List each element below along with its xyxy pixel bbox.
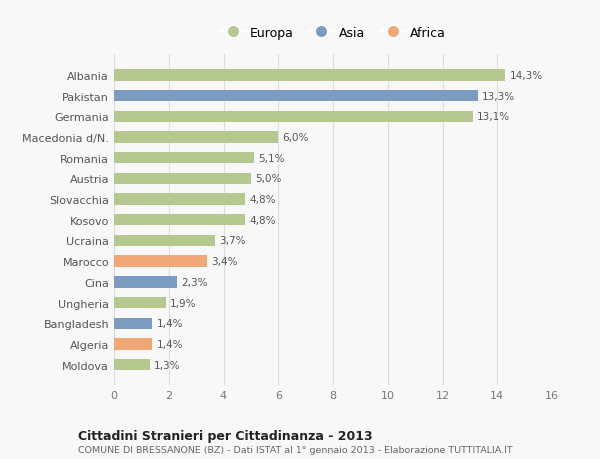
Text: 13,3%: 13,3%	[482, 91, 515, 101]
Text: 1,3%: 1,3%	[154, 360, 180, 370]
Bar	[114, 256, 207, 267]
Text: 1,9%: 1,9%	[170, 298, 197, 308]
Bar	[114, 132, 278, 143]
Text: 4,8%: 4,8%	[250, 215, 276, 225]
Text: 1,4%: 1,4%	[157, 319, 183, 329]
Bar	[114, 112, 473, 123]
Text: 3,4%: 3,4%	[211, 257, 238, 267]
Bar	[114, 91, 478, 102]
Bar	[114, 297, 166, 308]
Text: 6,0%: 6,0%	[283, 133, 309, 143]
Legend: Europa, Asia, Africa: Europa, Asia, Africa	[215, 22, 451, 45]
Bar	[114, 194, 245, 205]
Text: 2,3%: 2,3%	[181, 277, 208, 287]
Text: 1,4%: 1,4%	[157, 339, 183, 349]
Text: COMUNE DI BRESSANONE (BZ) - Dati ISTAT al 1° gennaio 2013 - Elaborazione TUTTITA: COMUNE DI BRESSANONE (BZ) - Dati ISTAT a…	[78, 445, 512, 454]
Text: Cittadini Stranieri per Cittadinanza - 2013: Cittadini Stranieri per Cittadinanza - 2…	[78, 429, 373, 442]
Bar	[114, 70, 505, 81]
Text: 14,3%: 14,3%	[509, 71, 542, 81]
Bar	[114, 153, 254, 164]
Bar	[114, 235, 215, 246]
Bar	[114, 359, 149, 370]
Text: 5,0%: 5,0%	[255, 174, 281, 184]
Bar	[114, 318, 152, 329]
Bar	[114, 277, 177, 288]
Bar	[114, 174, 251, 185]
Bar	[114, 339, 152, 350]
Text: 3,7%: 3,7%	[220, 236, 246, 246]
Text: 5,1%: 5,1%	[258, 153, 284, 163]
Text: 4,8%: 4,8%	[250, 195, 276, 205]
Text: 13,1%: 13,1%	[477, 112, 510, 122]
Bar	[114, 215, 245, 226]
